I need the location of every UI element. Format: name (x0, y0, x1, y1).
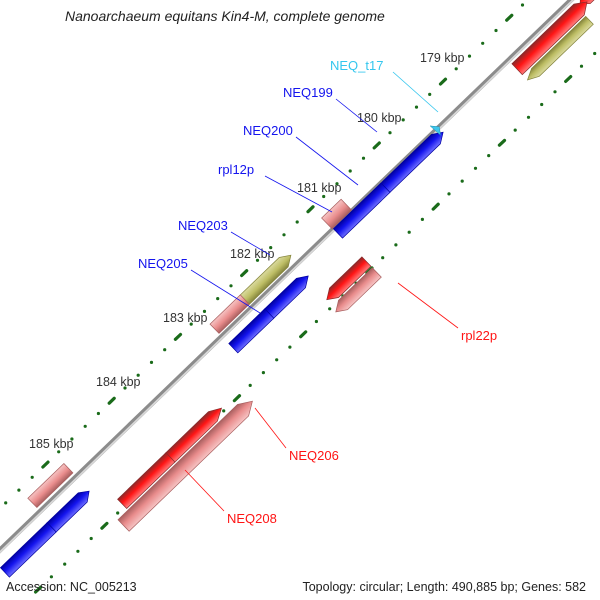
svg-text:NEQ208: NEQ208 (227, 511, 277, 526)
svg-text:rpl22p: rpl22p (461, 328, 497, 343)
svg-text:NEQ_t17: NEQ_t17 (330, 58, 383, 73)
svg-text:NEQ205: NEQ205 (138, 256, 188, 271)
svg-text:NEQ203: NEQ203 (178, 218, 228, 233)
svg-text:179 kbp: 179 kbp (420, 51, 465, 65)
svg-text:184 kbp: 184 kbp (96, 375, 141, 389)
svg-text:NEQ199: NEQ199 (283, 85, 333, 100)
svg-text:185 kbp: 185 kbp (29, 437, 74, 451)
svg-text:NEQ206: NEQ206 (289, 448, 339, 463)
svg-text:rpl12p: rpl12p (218, 162, 254, 177)
svg-text:183 kbp: 183 kbp (163, 311, 208, 325)
svg-text:NEQ200: NEQ200 (243, 123, 293, 138)
svg-text:181 kbp: 181 kbp (297, 181, 342, 195)
svg-text:180 kbp: 180 kbp (357, 111, 402, 125)
